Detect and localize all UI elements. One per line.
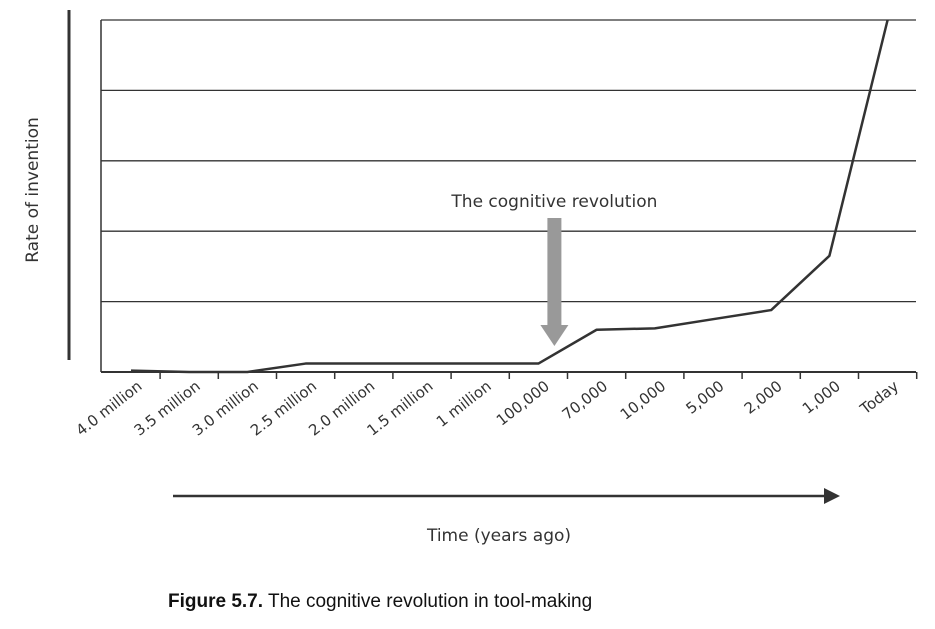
figure-label: Figure 5.7. <box>168 591 264 612</box>
x-tick-label: 2,000 <box>741 377 786 418</box>
x-tick-label: Today <box>856 377 902 419</box>
time-direction-arrow <box>173 488 840 504</box>
x-tick-label: 70,000 <box>559 377 611 424</box>
annotation-arrow-shaft <box>547 218 562 325</box>
cognitive-revolution-annotation: The cognitive revolution <box>450 192 657 346</box>
x-tick-label: 100,000 <box>493 377 553 429</box>
y-axis-title: Rate of invention <box>23 117 43 263</box>
annotation-arrow-head <box>540 325 569 346</box>
x-tick-label: 1,000 <box>799 377 844 418</box>
x-tick-label: 1 million <box>433 377 495 431</box>
figure-caption-text: The cognitive revolution in tool-making <box>263 591 593 612</box>
x-tick-label: 5,000 <box>683 377 728 418</box>
gridlines <box>101 19 916 303</box>
x-ticks <box>159 372 918 379</box>
figure-caption: Figure 5.7. The cognitive revolution in … <box>168 591 592 613</box>
series-line <box>130 19 889 374</box>
x-tick-label: 10,000 <box>617 377 669 424</box>
annotation-label: The cognitive revolution <box>450 192 657 212</box>
x-axis-title: Time (years ago) <box>426 526 571 546</box>
